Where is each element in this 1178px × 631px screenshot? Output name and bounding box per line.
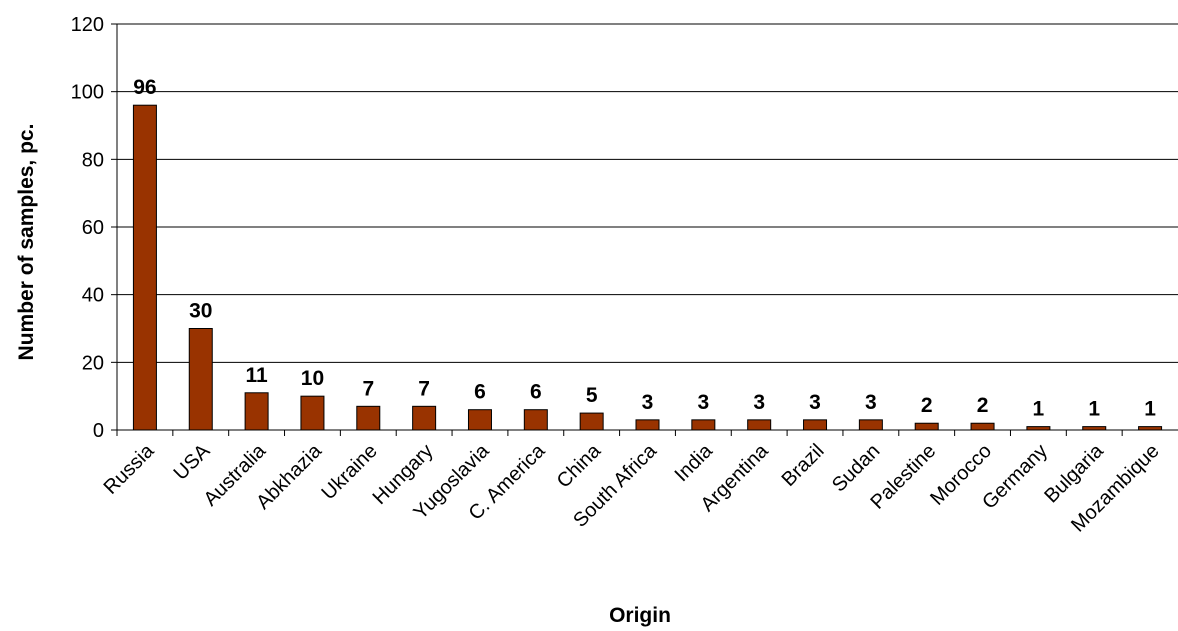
bar bbox=[579, 412, 604, 431]
data-label: 5 bbox=[586, 384, 598, 407]
x-tick-label: China bbox=[553, 439, 606, 492]
data-label: 6 bbox=[474, 381, 486, 404]
bar bbox=[1082, 426, 1107, 431]
data-label: 7 bbox=[362, 377, 374, 400]
data-label: 96 bbox=[133, 76, 156, 99]
bar bbox=[970, 422, 995, 431]
bar bbox=[412, 405, 437, 431]
bar bbox=[1026, 426, 1051, 431]
bar bbox=[467, 409, 492, 431]
data-label: 2 bbox=[921, 394, 933, 417]
gridlines bbox=[117, 23, 1178, 363]
bar bbox=[635, 419, 660, 431]
y-tick-label: 20 bbox=[82, 352, 104, 374]
data-label: 3 bbox=[865, 391, 877, 414]
bar bbox=[356, 405, 381, 431]
data-label: 3 bbox=[642, 391, 654, 414]
data-label: 1 bbox=[1033, 398, 1045, 421]
data-label: 1 bbox=[1088, 398, 1100, 421]
data-label: 3 bbox=[809, 391, 821, 414]
x-tick-label: Brazil bbox=[778, 440, 829, 491]
bar bbox=[691, 419, 716, 431]
bar bbox=[803, 419, 828, 431]
y-tick-label: 100 bbox=[71, 82, 104, 104]
bar bbox=[523, 409, 548, 431]
y-tick-label: 120 bbox=[71, 14, 104, 36]
y-tick-label: 80 bbox=[82, 149, 104, 171]
y-tick-label: 60 bbox=[82, 217, 104, 239]
data-label: 30 bbox=[189, 300, 212, 323]
bar bbox=[244, 392, 269, 431]
data-label: 6 bbox=[530, 381, 542, 404]
data-label: 3 bbox=[697, 391, 709, 414]
x-axis-title: Origin bbox=[609, 604, 671, 627]
data-label: 7 bbox=[418, 377, 430, 400]
data-label: 10 bbox=[301, 367, 324, 390]
bars bbox=[132, 104, 1163, 431]
y-tick-label: 0 bbox=[93, 420, 104, 442]
bar bbox=[747, 419, 772, 431]
bar bbox=[1138, 426, 1163, 431]
data-label: 11 bbox=[246, 364, 269, 387]
bar bbox=[858, 419, 883, 431]
x-tick-label: Russia bbox=[100, 439, 159, 498]
bar bbox=[132, 104, 157, 431]
bar bbox=[188, 328, 213, 431]
bar bbox=[914, 422, 939, 431]
y-tick-labels: 0 20 40 60 80 100 120 bbox=[71, 14, 104, 442]
bar bbox=[300, 395, 325, 431]
x-tick-labels: Russia USAAustraliaAbkhaziaUkraineHungary… bbox=[100, 439, 1164, 536]
data-label: 2 bbox=[977, 394, 989, 417]
data-label: 3 bbox=[753, 391, 765, 414]
x-tick-label: India bbox=[671, 439, 718, 486]
data-label: 1 bbox=[1144, 398, 1156, 421]
y-axis-title: Number of samples, pc. bbox=[15, 124, 38, 361]
y-tick-label: 40 bbox=[82, 285, 104, 307]
axes bbox=[111, 23, 1178, 436]
x-tick-label: USA bbox=[170, 440, 215, 485]
